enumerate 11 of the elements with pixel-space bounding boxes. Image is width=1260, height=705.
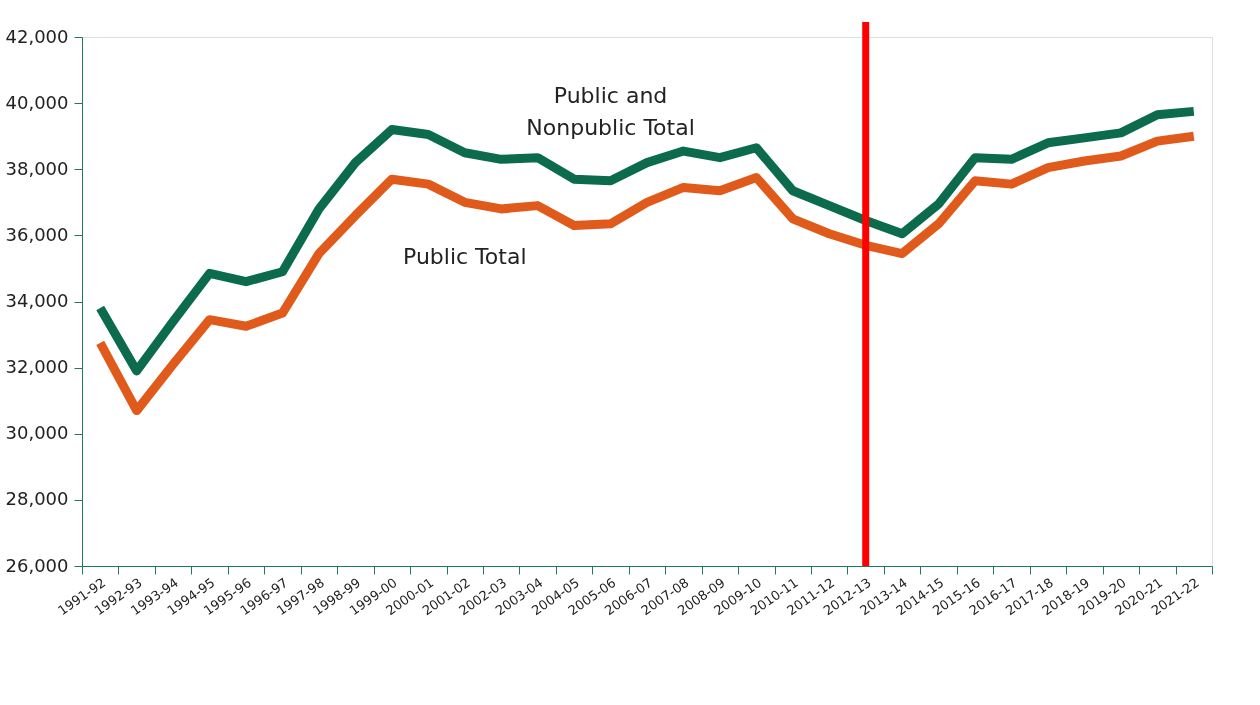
y-tick-label: 40,000 — [5, 91, 69, 113]
series-label: Public and Nonpublic Total — [526, 82, 695, 140]
y-tick-label: 28,000 — [5, 488, 69, 510]
y-tick-label: 36,000 — [5, 223, 69, 245]
y-tick-label: 34,000 — [5, 290, 69, 311]
y-tick-label: 38,000 — [5, 157, 69, 179]
y-tick-label: 30,000 — [5, 422, 69, 444]
y-tick-label: 42,000 — [5, 25, 69, 47]
series-label: Public Total — [403, 244, 527, 270]
y-tick-label: 26,000 — [5, 554, 69, 576]
y-tick-label: 32,000 — [5, 356, 69, 378]
